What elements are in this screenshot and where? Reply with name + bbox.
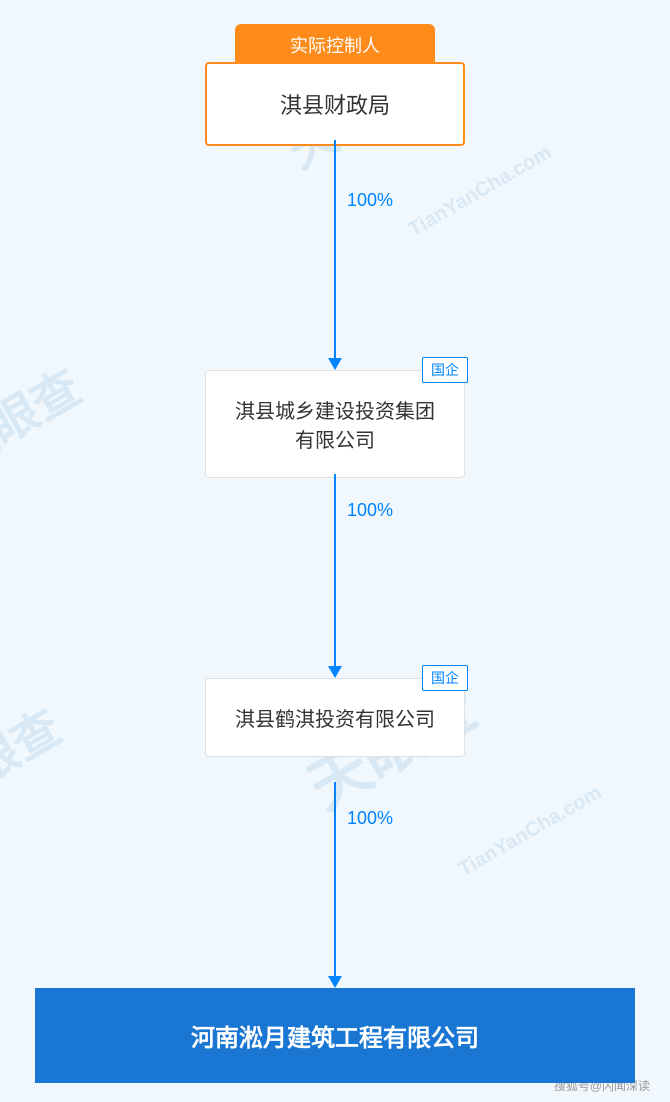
node-root[interactable]: 淇县财政局 [205, 62, 465, 146]
edge-line [334, 140, 336, 358]
soe-tag: 国企 [422, 357, 468, 383]
arrow-head-icon [328, 976, 342, 988]
node-label: 淇县财政局 [280, 93, 390, 118]
node-label: 淇县城乡建设投资集团有限公司 [235, 401, 435, 452]
arrow-head-icon [328, 666, 342, 678]
node-entity[interactable]: 国企 淇县鹤淇投资有限公司 [205, 678, 465, 757]
node-final[interactable]: 河南淞月建筑工程有限公司 [35, 988, 635, 1083]
edge-line [334, 782, 336, 976]
arrow-head-icon [328, 358, 342, 370]
controller-tag: 实际控制人 [235, 24, 435, 66]
node-entity[interactable]: 国企 淇县城乡建设投资集团有限公司 [205, 370, 465, 478]
node-label: 淇县鹤淇投资有限公司 [235, 709, 435, 731]
edge-line [334, 474, 336, 666]
controller-tag-label: 实际控制人 [290, 36, 380, 56]
edge-percent: 100% [347, 190, 393, 211]
edge-percent: 100% [347, 808, 393, 829]
soe-tag: 国企 [422, 665, 468, 691]
node-label: 河南淞月建筑工程有限公司 [191, 1025, 479, 1052]
ownership-diagram: 实际控制人 淇县财政局 100% 国企 淇县城乡建设投资集团有限公司 100% … [0, 0, 670, 1102]
edge-percent: 100% [347, 500, 393, 521]
